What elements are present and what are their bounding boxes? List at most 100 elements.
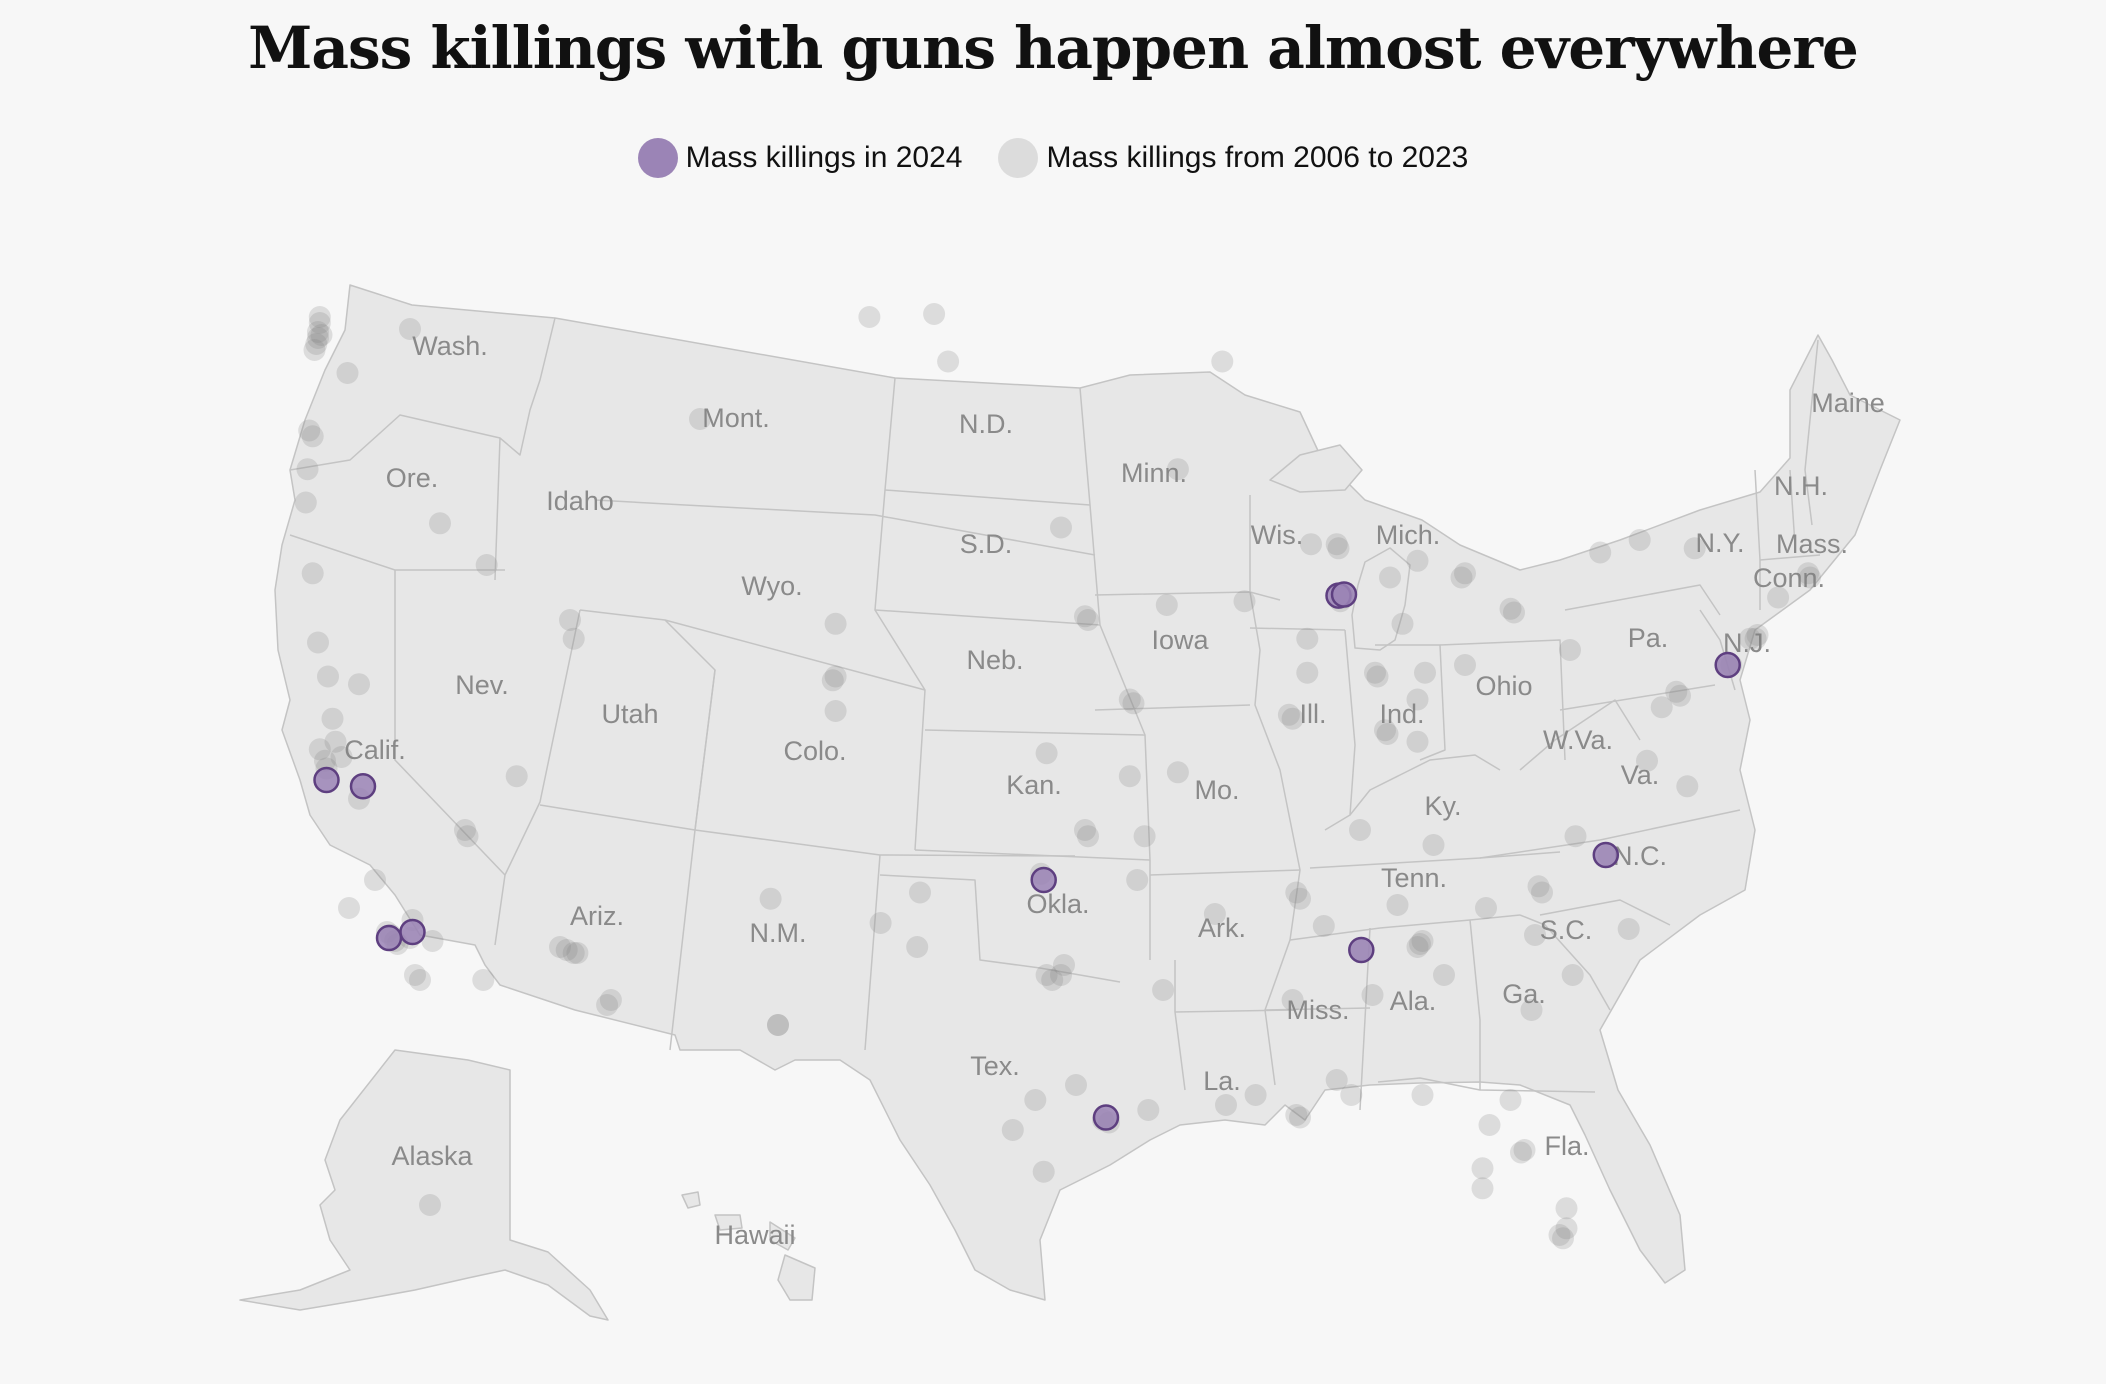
marker-2006-2023 (1133, 825, 1156, 848)
markers-2024 (313, 581, 1741, 1131)
marker-2006-2023 (314, 749, 336, 772)
marker-2006-2023 (308, 738, 331, 761)
marker-2006-2023 (298, 419, 321, 442)
marker-2006-2023 (689, 408, 711, 430)
marker-2006-2023 (767, 1014, 789, 1036)
marker-2006-2023 (1364, 661, 1386, 684)
marker-2006-2023 (1032, 1160, 1055, 1183)
state-label: Idaho (546, 486, 614, 516)
marker-2006-2023 (1122, 692, 1145, 715)
state-label: Hawaii (714, 1220, 795, 1250)
border-nd-sd (884, 489, 1091, 506)
border-new-england-south (1759, 554, 1821, 561)
marker-2024 (349, 773, 377, 800)
state-label: Maine (1811, 388, 1885, 418)
state-label: Fla. (1544, 1131, 1589, 1161)
state-label: Tex. (970, 1051, 1020, 1081)
state-label: Ill. (1300, 699, 1327, 729)
marker-2006-2023 (824, 700, 847, 722)
marker-2006-2023 (909, 881, 931, 904)
marker-2006-2023 (1499, 597, 1522, 620)
state-label: Neb. (966, 645, 1023, 675)
marker-2006-2023 (307, 327, 329, 349)
state-label: Minn. (1121, 458, 1187, 488)
marker-2006-2023 (330, 746, 353, 768)
marker-2006-2023 (1499, 1089, 1522, 1111)
marker-2024 (313, 766, 340, 794)
state-label: Wis. (1251, 520, 1303, 550)
marker-2006-2023 (1454, 654, 1476, 676)
marker-2006-2023 (1520, 999, 1543, 1021)
marker-2006-2023 (937, 350, 960, 373)
marker-2006-2023 (429, 512, 451, 535)
land-shapes (239, 284, 1901, 1321)
state-label: N.Y. (1695, 528, 1744, 558)
state-label: Pa. (1628, 623, 1669, 653)
marker-2006-2023 (824, 612, 847, 635)
marker-2006-2023 (294, 491, 317, 514)
marker-2006-2023 (419, 1194, 441, 1216)
marker-2006-2023 (1118, 688, 1141, 711)
state-label: N.D. (959, 409, 1013, 439)
alaska (239, 1049, 609, 1321)
marker-2006-2023 (1406, 688, 1429, 711)
border-ga-fl (1377, 1077, 1596, 1093)
marker-2006-2023 (472, 969, 495, 991)
border-ga-sc (1519, 914, 1611, 1011)
state-label: Kan. (1006, 770, 1062, 800)
marker-2006-2023 (1475, 897, 1497, 919)
marker-2006-2023 (1669, 684, 1691, 707)
state-borders (289, 317, 1821, 1111)
marker-2006-2023 (1665, 680, 1688, 703)
marker-2006-2023 (1797, 562, 1820, 585)
marker-2006-2023 (1001, 1119, 1024, 1141)
state-label: Mont. (702, 403, 770, 433)
marker-2006-2023 (596, 994, 619, 1016)
border-wy-co (664, 619, 926, 691)
border-ohio-pa (1439, 639, 1566, 761)
marker-2006-2023 (759, 887, 782, 910)
marker-2006-2023 (305, 333, 328, 355)
legend-item-2024: Mass killings in 2024 (637, 138, 962, 178)
border-ill-ind (1324, 629, 1356, 831)
marker-2006-2023 (1406, 549, 1429, 572)
marker-2024 (1348, 936, 1375, 964)
marker-2006-2023 (1636, 749, 1658, 772)
marker-2006-2023 (317, 665, 339, 688)
marker-2006-2023 (1281, 707, 1304, 730)
marker-2006-2023 (599, 989, 622, 1011)
marker-2006-2023 (1548, 1224, 1571, 1246)
border-ind-ohio (1375, 644, 1446, 761)
marker-2006-2023 (1203, 903, 1226, 925)
border-ok-tx (879, 874, 1121, 983)
marker-2006-2023 (923, 303, 946, 325)
marker-2006-2023 (1391, 612, 1414, 635)
border-ks-ok (914, 849, 1151, 861)
hawaii-island-1 (681, 1191, 701, 1209)
border-ohio-river (1349, 754, 1501, 816)
border-wv-va (1519, 699, 1641, 771)
marker-2024 (1092, 1104, 1120, 1131)
border-montana-wyoming (594, 499, 1096, 556)
marker-2006-2023 (307, 321, 329, 343)
marker-2006-2023 (1233, 590, 1256, 613)
marker-2006-2023 (566, 942, 589, 964)
marker-2006-2023 (562, 942, 585, 964)
marker-2006-2023 (1555, 1197, 1578, 1220)
border-nm-tx (864, 854, 881, 1051)
marker-2006-2023 (1503, 601, 1525, 624)
state-label: N.H. (1774, 471, 1828, 501)
marker-2006-2023 (1433, 964, 1455, 986)
legend: Mass killings in 2024 Mass killings from… (0, 138, 2106, 178)
marker-2006-2023 (1300, 533, 1322, 556)
marker-2006-2023 (1035, 742, 1058, 765)
state-label: Wash. (412, 331, 488, 361)
border-nevada-arizona (494, 609, 581, 946)
marker-2024 (1714, 651, 1741, 679)
marker-2006-2023 (1065, 1074, 1087, 1096)
marker-2006-2023 (1074, 819, 1096, 841)
marker-2006-2023 (1531, 881, 1553, 904)
marker-2006-2023 (1524, 924, 1546, 946)
marker-2006-2023 (549, 936, 571, 958)
marker-2006-2023 (308, 312, 331, 334)
